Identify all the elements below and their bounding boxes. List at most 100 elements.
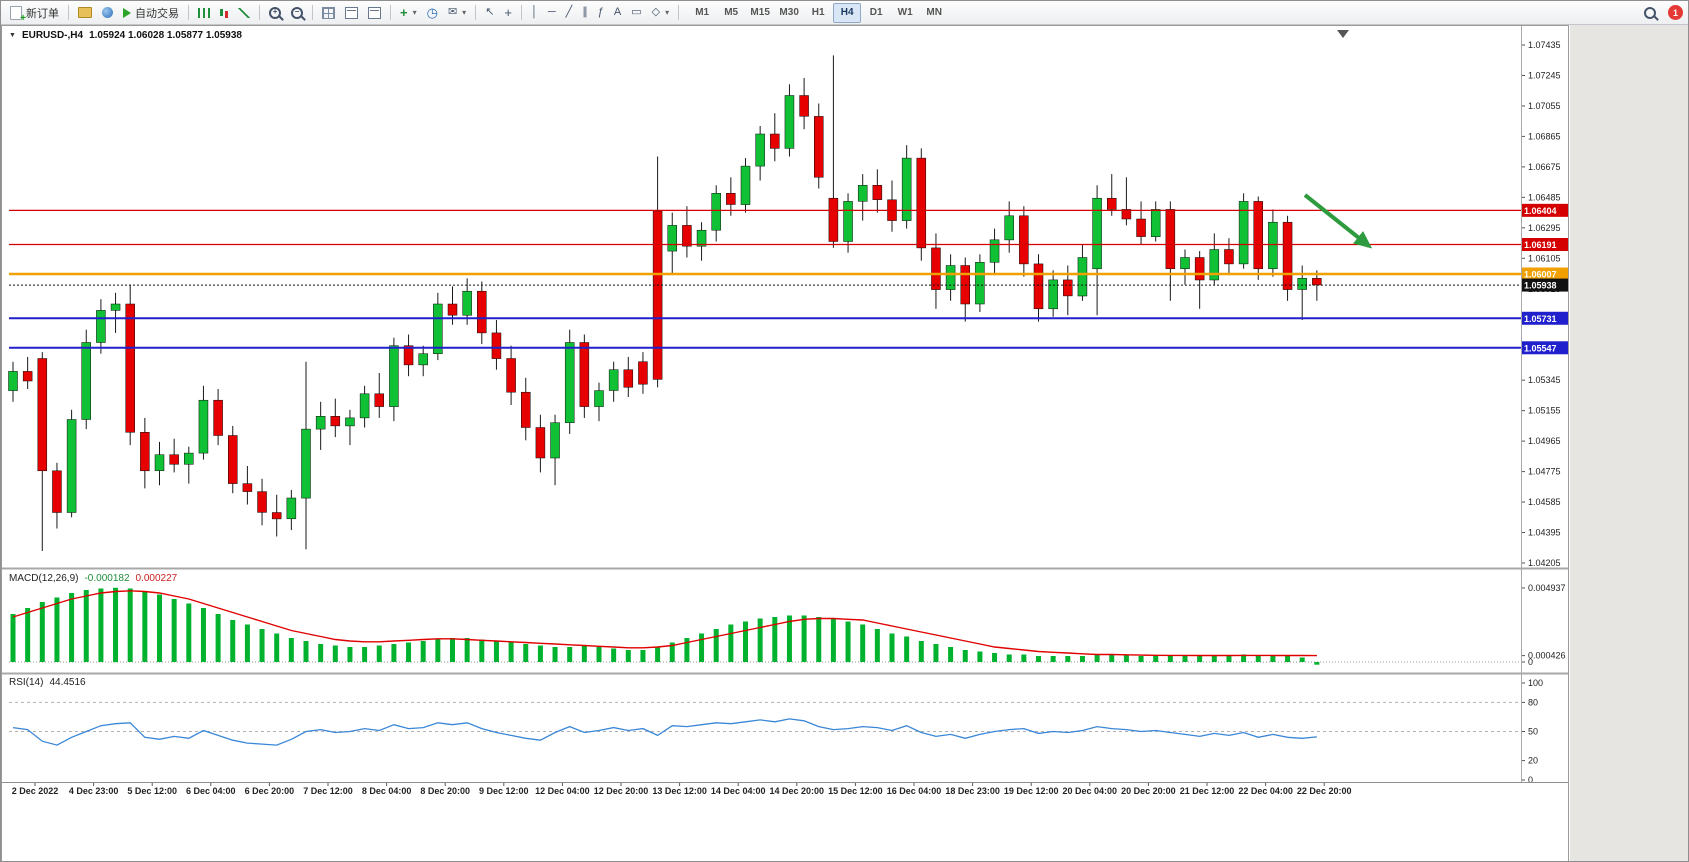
svg-text:20 Dec 20:00: 20 Dec 20:00 [1121, 786, 1176, 796]
svg-text:1.06485: 1.06485 [1528, 192, 1561, 202]
timeframe-button-m1[interactable]: M1 [695, 7, 710, 18]
market-watch-button[interactable] [98, 3, 117, 23]
macd-name: MACD(12,26,9) [9, 573, 79, 584]
toolbar-separator [312, 5, 313, 20]
autotrading-button[interactable]: 自动交易 [119, 3, 183, 23]
timeframe-button-m5[interactable]: M5 [724, 7, 739, 18]
label-tool-button[interactable]: ▭ [627, 3, 645, 23]
toolbar-separator [68, 5, 69, 20]
fibonacci-tool-button[interactable]: ƒ [594, 3, 608, 23]
svg-text:13 Dec 12:00: 13 Dec 12:00 [652, 786, 707, 796]
svg-text:1.05731: 1.05731 [1524, 314, 1557, 324]
svg-text:18 Dec 23:00: 18 Dec 23:00 [945, 786, 1000, 796]
svg-text:15 Dec 12:00: 15 Dec 12:00 [828, 786, 883, 796]
svg-text:1.06675: 1.06675 [1528, 162, 1561, 172]
zoom-in-icon: + [269, 6, 281, 19]
bid-price-line: 1.05938 [9, 278, 1569, 292]
svg-text:0: 0 [1528, 775, 1533, 785]
rsi-name: RSI(14) [9, 677, 44, 688]
chart-workspace: 1.07435 1.07245 1.07055 1.06865 1.06675 1.064… [1, 25, 1689, 862]
svg-text:1.07055: 1.07055 [1528, 101, 1561, 111]
time-axis: 2 Dec 2022 4 Dec 23:00 5 Dec 12:00 6 Dec 04… [12, 782, 1352, 796]
zoom-in-button[interactable]: + [265, 3, 285, 23]
new-order-icon [10, 5, 26, 24]
new-order-label: 新订单 [26, 7, 59, 20]
svg-text:16 Dec 04:00: 16 Dec 04:00 [887, 786, 942, 796]
svg-text:1.07435: 1.07435 [1528, 40, 1561, 50]
timeframe-button-m30[interactable]: M30 [779, 7, 799, 18]
candlestick-icon [220, 9, 223, 16]
clock-icon: ◷ [426, 5, 438, 20]
timeframe-button-mn[interactable]: MN [926, 7, 942, 18]
chevron-down-icon: ▾ [412, 7, 417, 17]
profiles-button[interactable] [74, 3, 96, 23]
timeframe-button-w1[interactable]: W1 [897, 7, 913, 18]
cursor-tool-button[interactable]: ↖ [481, 3, 498, 23]
svg-text:1.05345: 1.05345 [1528, 375, 1561, 385]
timeframe-button-h1[interactable]: H1 [811, 7, 825, 18]
macd-signal-line [12, 590, 1317, 657]
candlestick-chart-button[interactable] [216, 3, 232, 23]
timeframe-button-d1[interactable]: D1 [869, 7, 883, 18]
search-button[interactable] [1640, 3, 1660, 23]
new-chart-button[interactable] [341, 3, 362, 23]
svg-text:1.04965: 1.04965 [1528, 436, 1561, 446]
svg-text:1.04395: 1.04395 [1528, 528, 1561, 538]
tile-windows-button[interactable] [318, 3, 339, 23]
tile-windows-icon [322, 6, 335, 19]
toolbar: 新订单 自动交易 + − + ▾ ◷ ✉ ▾ ↖ + │ [1, 1, 1688, 25]
svg-text:7 Dec 12:00: 7 Dec 12:00 [303, 786, 353, 796]
svg-text:1.06007: 1.06007 [1524, 270, 1557, 280]
chevron-down-icon: ▾ [462, 7, 467, 17]
new-order-button[interactable]: 新订单 [6, 3, 63, 24]
toolbar-separator [475, 5, 477, 20]
chart-properties-button[interactable] [364, 3, 385, 23]
svg-text:1.07245: 1.07245 [1528, 71, 1561, 81]
period-button[interactable]: ◷ [423, 3, 442, 23]
svg-text:1.06295: 1.06295 [1528, 223, 1561, 233]
svg-text:8 Dec 04:00: 8 Dec 04:00 [362, 786, 412, 796]
folder-icon [78, 7, 92, 18]
text-icon: A [613, 6, 622, 18]
rsi-panel: 100 80 50 20 0 [9, 678, 1543, 785]
trendline-tool-button[interactable]: ╱ [562, 3, 577, 23]
shapes-tool-button[interactable]: ◇ ▾ [648, 3, 673, 23]
line-chart-icon [238, 7, 250, 18]
toolbar-separator [521, 5, 522, 20]
svg-text:20: 20 [1528, 756, 1538, 766]
svg-text:0: 0 [1528, 657, 1533, 667]
timeframe-button-m15[interactable]: M15 [750, 7, 770, 18]
zoom-out-button[interactable]: − [287, 3, 307, 23]
svg-text:1.06865: 1.06865 [1528, 131, 1561, 141]
dropdown-triangle-icon[interactable]: ▼ [9, 32, 16, 39]
chart-canvas[interactable]: 1.07435 1.07245 1.07055 1.06865 1.06675 1.064… [1, 25, 1689, 862]
ohlc-values: 1.05924 1.06028 1.05877 1.05938 [89, 30, 242, 41]
panel-separators [1, 25, 1569, 861]
toolbar-separator [188, 5, 189, 20]
bar-chart-button[interactable] [194, 3, 214, 23]
templates-button[interactable]: ✉ ▾ [444, 3, 470, 23]
horizontal-line-tool-button[interactable]: ─ [544, 3, 560, 23]
svg-text:19 Dec 12:00: 19 Dec 12:00 [1004, 786, 1059, 796]
toolbar-separator [678, 5, 680, 20]
crosshair-tool-button[interactable]: + [500, 3, 516, 23]
channel-tool-button[interactable]: ∥ [578, 3, 592, 23]
svg-text:1.04205: 1.04205 [1528, 558, 1561, 568]
horizontal-line-icon: ─ [547, 6, 556, 18]
svg-text:6 Dec 04:00: 6 Dec 04:00 [186, 786, 236, 796]
add-indicator-button[interactable]: + ▾ [396, 3, 421, 23]
label-icon: ▭ [631, 6, 642, 18]
timeframe-button-h4[interactable]: H4 [833, 2, 862, 23]
svg-text:22 Dec 20:00: 22 Dec 20:00 [1297, 786, 1352, 796]
svg-text:4 Dec 23:00: 4 Dec 23:00 [69, 786, 119, 796]
text-tool-button[interactable]: A [610, 3, 625, 23]
zoom-out-icon: − [291, 6, 303, 19]
notifications-badge[interactable]: 1 [1668, 5, 1683, 20]
svg-text:1.06191: 1.06191 [1524, 240, 1557, 250]
chart-shift-marker[interactable] [1337, 30, 1349, 38]
macd-signal-value: 0.000227 [135, 573, 178, 584]
vertical-line-tool-button[interactable]: │ [527, 3, 542, 23]
line-chart-button[interactable] [234, 3, 254, 23]
